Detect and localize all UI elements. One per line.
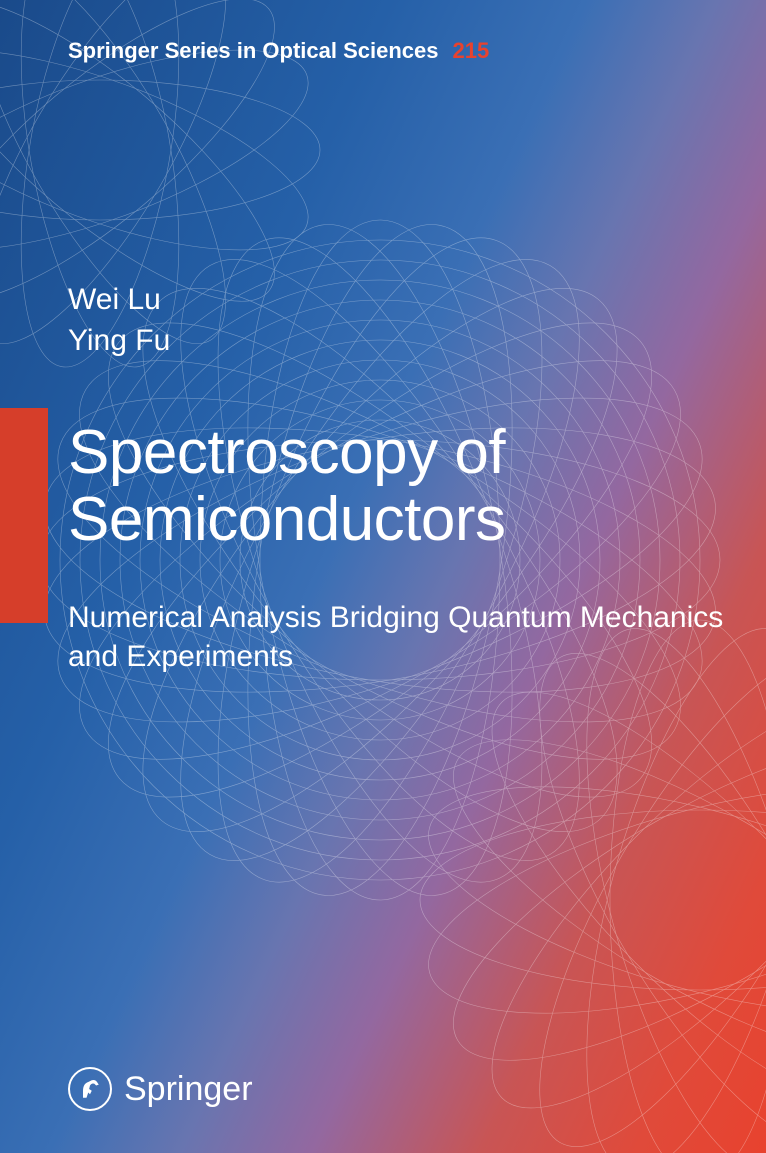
spirograph-background [0, 0, 766, 1153]
series-number: 215 [453, 38, 490, 64]
series-name: Springer Series in Optical Sciences [68, 38, 439, 64]
book-subtitle: Numerical Analysis Bridging Quantum Mech… [68, 598, 766, 676]
publisher-name: Springer [124, 1070, 253, 1109]
authors-block: Wei Lu Ying Fu [68, 280, 170, 361]
author-1: Wei Lu [68, 280, 170, 321]
publisher-block: Springer [68, 1067, 253, 1111]
series-header: Springer Series in Optical Sciences 215 [68, 38, 489, 64]
accent-bar [0, 408, 48, 623]
book-title: Spectroscopy of Semiconductors [68, 420, 766, 554]
book-cover: Springer Series in Optical Sciences 215 … [0, 0, 766, 1153]
springer-horse-icon [68, 1067, 112, 1111]
author-2: Ying Fu [68, 321, 170, 362]
